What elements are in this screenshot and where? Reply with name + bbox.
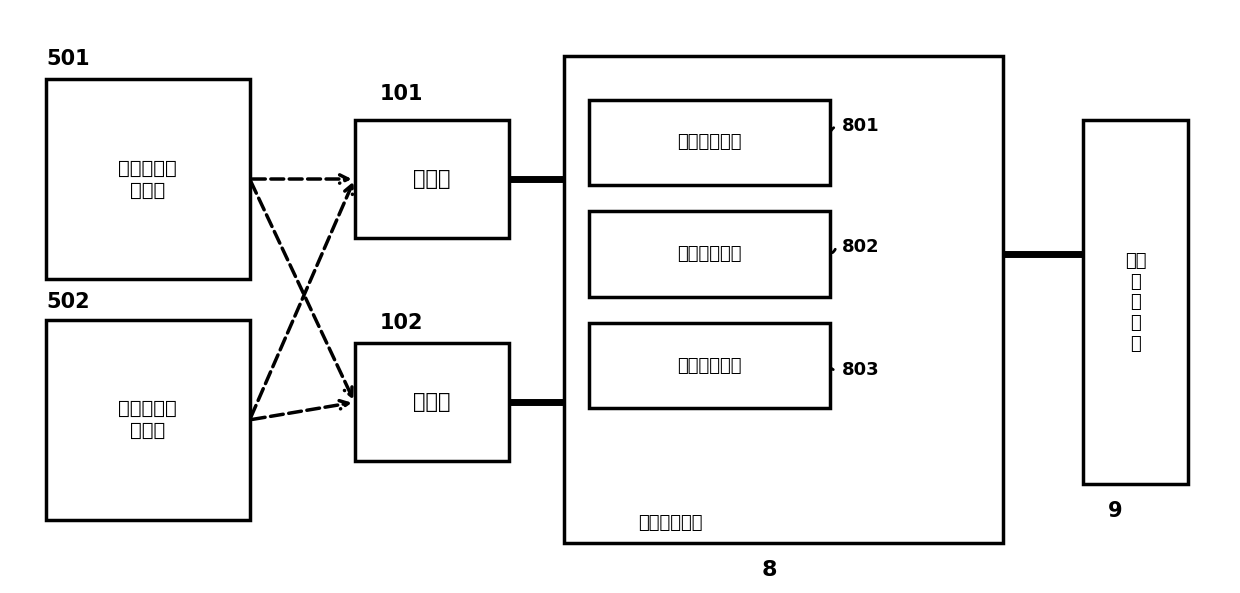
Text: 形变监测模块: 形变监测模块	[677, 356, 742, 375]
Bar	[1083, 120, 1188, 484]
Text: 稳定点反射
增强体: 稳定点反射 增强体	[119, 158, 177, 199]
Text: 102: 102	[379, 313, 423, 333]
Text: 误差补充模块: 误差补充模块	[677, 133, 742, 151]
Text: 501: 501	[46, 49, 89, 69]
Text: 雷达二: 雷达二	[413, 392, 450, 412]
Text: 802: 802	[842, 238, 880, 256]
Text: 502: 502	[46, 292, 89, 313]
Bar	[355, 343, 508, 461]
Text: 待测点反射
增强体: 待测点反射 增强体	[119, 399, 177, 441]
Text: 801: 801	[842, 117, 880, 135]
Text: 803: 803	[842, 361, 880, 379]
Bar	[355, 120, 508, 238]
Text: 远程
监
测
平
台: 远程 监 测 平 台	[1125, 252, 1146, 353]
Bar	[589, 323, 830, 408]
Bar	[46, 320, 249, 519]
Text: 101: 101	[379, 84, 423, 104]
Text: 位移计算模块: 位移计算模块	[677, 245, 742, 263]
Bar	[564, 56, 1003, 543]
Text: 雷达一: 雷达一	[413, 169, 450, 189]
Text: 8: 8	[761, 560, 777, 580]
Text: 雷达控制系统: 雷达控制系统	[639, 514, 703, 532]
Bar	[46, 79, 249, 279]
Text: 9: 9	[1107, 501, 1122, 521]
Bar	[589, 100, 830, 185]
Bar	[589, 211, 830, 296]
